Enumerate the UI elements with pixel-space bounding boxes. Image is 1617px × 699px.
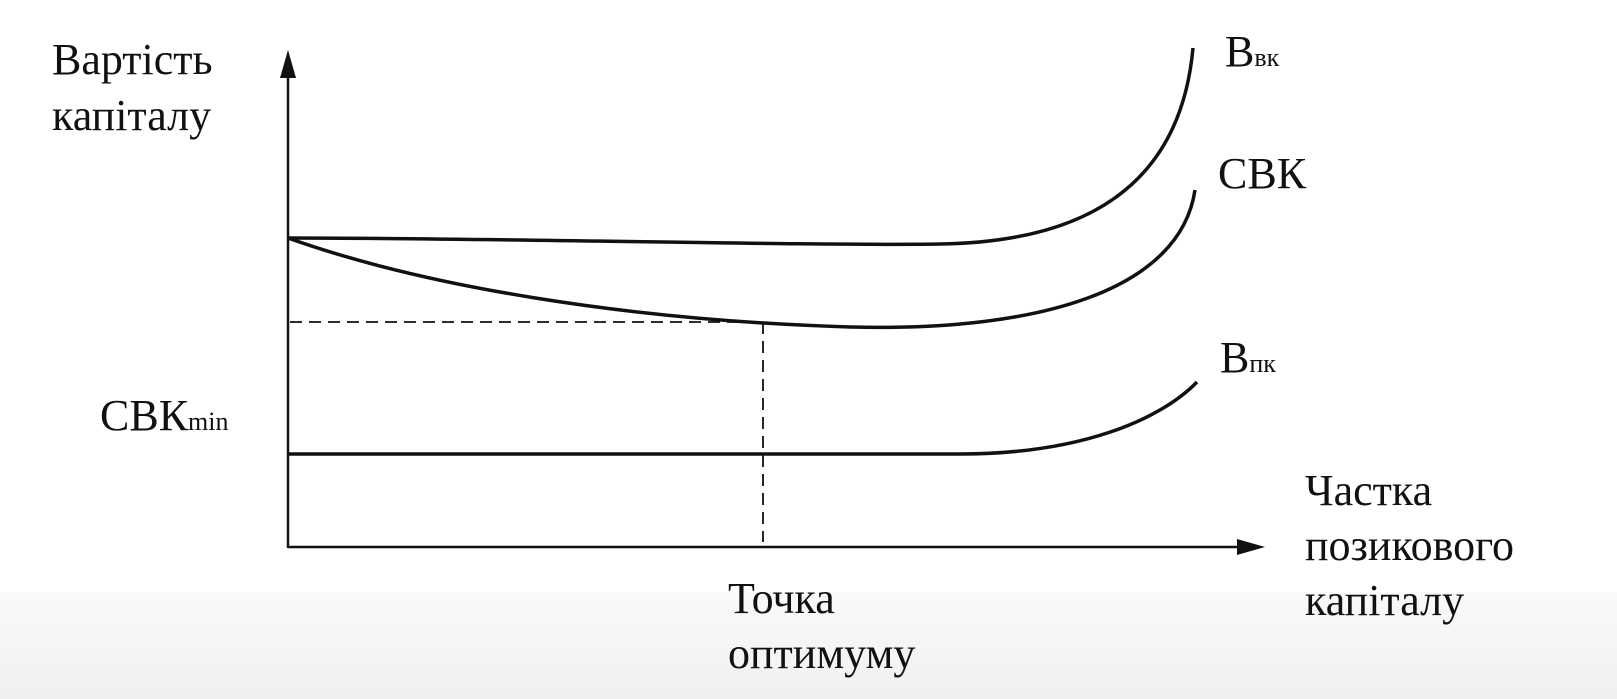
curve-label: Впк	[1220, 333, 1276, 382]
curve-label: СВК	[1218, 149, 1307, 198]
curve-label: Ввк	[1225, 27, 1280, 76]
min-label: СВКmin	[100, 391, 229, 440]
x-axis-label: Частка	[1305, 466, 1432, 515]
min-label-main: СВК	[100, 391, 189, 440]
x-axis-label: капіталу	[1305, 576, 1464, 625]
y-axis-label: капіталу	[52, 91, 211, 140]
optimum-label: Точка	[728, 574, 835, 623]
curve-label-sub: вк	[1254, 43, 1279, 72]
wacc-curve	[287, 189, 1197, 330]
curve-label-main: В	[1220, 333, 1249, 382]
min-label-sub: min	[188, 407, 228, 436]
optimum-label: оптимуму	[728, 629, 915, 678]
curve-label-main: В	[1225, 27, 1254, 76]
debt-cost-curve	[288, 380, 1199, 456]
equity-cost-curve	[287, 47, 1195, 247]
background-band	[0, 592, 1617, 699]
x-axis-label: позикового	[1305, 521, 1514, 570]
y-axis-label: Вартість	[52, 35, 213, 84]
x-arrow	[1237, 539, 1265, 555]
y-arrow	[280, 50, 296, 78]
curve-label-sub: пк	[1249, 349, 1276, 378]
